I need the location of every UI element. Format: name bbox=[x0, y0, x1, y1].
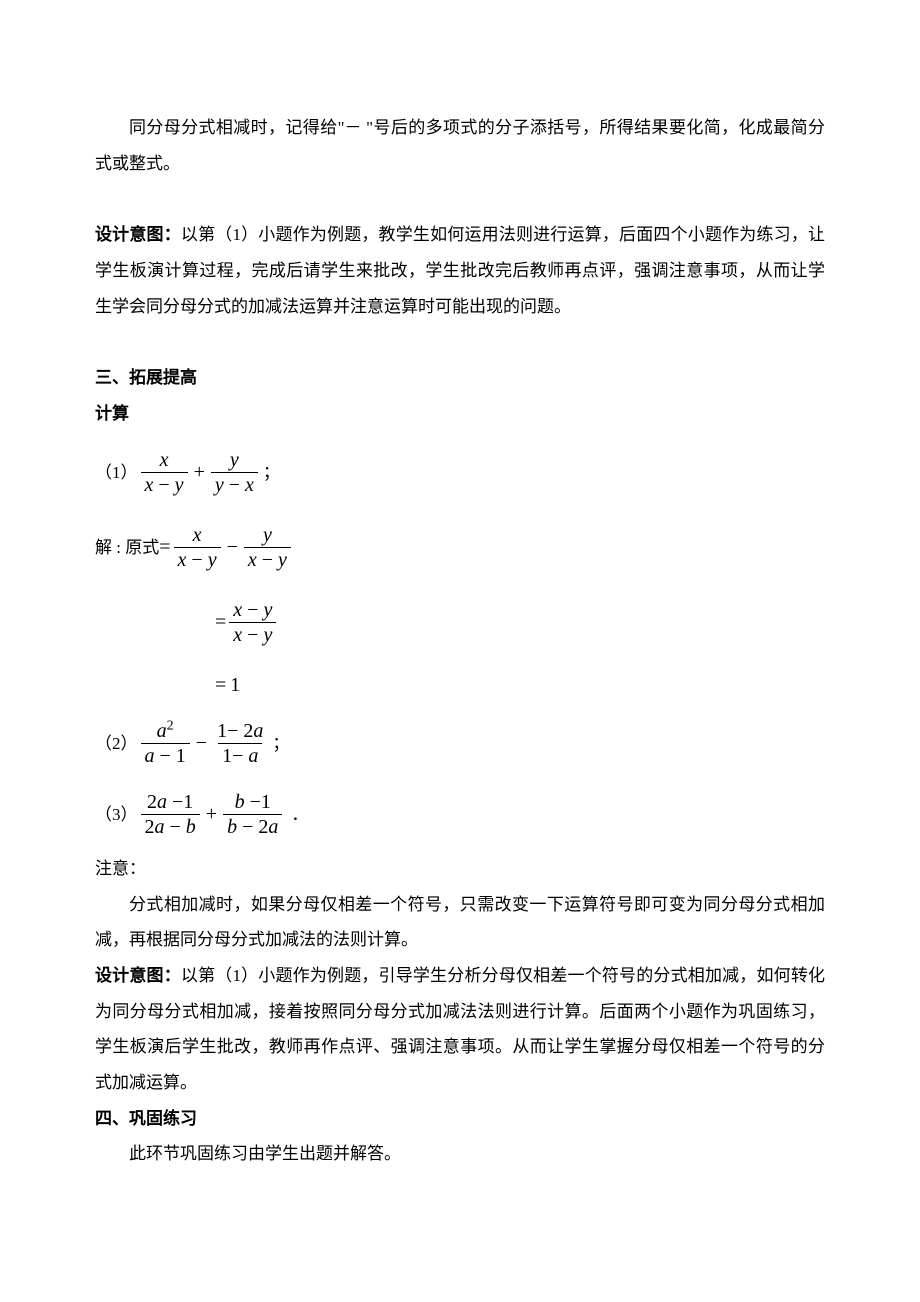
section-3-heading: 三、拓展提高 bbox=[95, 360, 825, 396]
math-var: a bbox=[145, 745, 155, 767]
math-var: b bbox=[235, 791, 245, 813]
math-var: a bbox=[157, 791, 167, 813]
math-var: y bbox=[263, 524, 272, 546]
fraction: y y − x bbox=[211, 450, 258, 495]
design-intent-1: 设计意图：以第（1）小题作为例题，教学生如何运用法则进行运算，后面四个小题作为练… bbox=[95, 217, 825, 324]
problem-2-label: （2） bbox=[95, 735, 138, 752]
minus-sign: − bbox=[242, 816, 253, 838]
math-number: 1 bbox=[222, 745, 232, 767]
math-var: a bbox=[155, 816, 165, 838]
math-var: y bbox=[230, 449, 239, 471]
math-var: y bbox=[263, 599, 272, 621]
problem-2: （2） a2 a − 1 − 1− 2a 1− a ； bbox=[95, 713, 825, 774]
math-number: 2 bbox=[147, 791, 157, 813]
solution-step-2: = x − y x − y bbox=[95, 592, 825, 653]
minus-sign: − bbox=[170, 816, 181, 838]
math-var: x bbox=[160, 449, 169, 471]
minus-sign: − bbox=[191, 549, 202, 571]
design-text: 以第（1）小题作为例题，引导学生分析分母仅相差一个符号的分式相加减，如何转化为同… bbox=[95, 966, 825, 1092]
problem-1-label: （1） bbox=[95, 464, 138, 481]
minus-sign: − bbox=[160, 745, 171, 767]
minus-sign: − bbox=[247, 599, 258, 621]
equals-sign: = bbox=[159, 537, 170, 557]
minus-sign: − bbox=[262, 549, 273, 571]
punctuation: ； bbox=[272, 735, 289, 752]
math-var: x bbox=[245, 474, 254, 496]
math-var: a bbox=[248, 745, 258, 767]
math-var: a bbox=[268, 816, 278, 838]
minus-sign: − bbox=[172, 791, 183, 813]
design-intent-2: 设计意图：以第（1）小题作为例题，引导学生分析分母仅相差一个符号的分式相加减，如… bbox=[95, 958, 825, 1101]
minus-sign: − bbox=[158, 474, 169, 496]
minus-sign: − bbox=[247, 624, 258, 646]
equals-sign: = bbox=[215, 612, 226, 632]
intro-paragraph: 同分母分式相减时，记得给"－ "号后的多项式的分子添括号，所得结果要化简，化成最… bbox=[95, 110, 825, 181]
fraction: x x − y bbox=[174, 525, 221, 570]
fraction: x − y x − y bbox=[229, 600, 276, 645]
minus-sign: − bbox=[227, 720, 238, 742]
document-page: 同分母分式相减时，记得给"－ "号后的多项式的分子添括号，所得结果要化简，化成最… bbox=[0, 0, 920, 1302]
calculate-heading: 计算 bbox=[95, 396, 825, 432]
spacer bbox=[95, 181, 825, 217]
math-number: 2 bbox=[145, 816, 155, 838]
math-var: b bbox=[186, 816, 196, 838]
practice-text: 此环节巩固练习由学生出题并解答。 bbox=[95, 1136, 825, 1172]
math-var: x bbox=[233, 599, 242, 621]
design-label: 设计意图： bbox=[95, 225, 181, 244]
math-number: 1 bbox=[217, 720, 227, 742]
problem-3: （3） 2a −1 2a − b + b −1 b − 2a ． bbox=[95, 784, 825, 845]
math-var: y bbox=[263, 624, 272, 646]
note-text: 分式相加减时，如果分母仅相差一个符号，只需改变一下运算符号即可变为同分母分式相加… bbox=[95, 887, 825, 958]
equals-sign: = bbox=[215, 675, 226, 695]
math-var: y bbox=[208, 549, 217, 571]
math-var: x bbox=[233, 624, 242, 646]
math-number: 2 bbox=[258, 816, 268, 838]
problem-3-label: （3） bbox=[95, 806, 138, 823]
fraction: 1− 2a 1− a bbox=[213, 721, 267, 766]
math-var: a bbox=[157, 720, 167, 742]
solution-step-3: = 1 bbox=[95, 667, 825, 703]
note-label: 注意： bbox=[95, 851, 825, 887]
math-var: a bbox=[253, 720, 263, 742]
minus-sign: − bbox=[232, 745, 243, 767]
spacer bbox=[95, 324, 825, 360]
math-var: y bbox=[215, 474, 224, 496]
math-number: 2 bbox=[243, 720, 253, 742]
math-number: 1 bbox=[183, 791, 193, 813]
math-var: x bbox=[193, 524, 202, 546]
math-var: x bbox=[145, 474, 154, 496]
punctuation: ； bbox=[263, 464, 280, 481]
fraction: x x − y bbox=[141, 450, 188, 495]
math-number: 1 bbox=[261, 791, 271, 813]
fraction: b −1 b − 2a bbox=[223, 792, 282, 837]
minus-sign: − bbox=[229, 474, 240, 496]
problem-1: （1） x x − y + y y − x ； bbox=[95, 442, 825, 503]
math-number: 1 bbox=[230, 675, 240, 695]
fraction: y x − y bbox=[244, 525, 291, 570]
math-var: x bbox=[178, 549, 187, 571]
minus-sign: − bbox=[227, 537, 238, 557]
math-var: b bbox=[227, 816, 237, 838]
punctuation: ． bbox=[291, 806, 308, 823]
math-var: y bbox=[278, 549, 287, 571]
section-4-heading: 四、巩固练习 bbox=[95, 1101, 825, 1137]
math-var: y bbox=[175, 474, 184, 496]
math-number: 1 bbox=[176, 745, 186, 767]
design-label: 设计意图： bbox=[95, 966, 181, 985]
plus-sign: + bbox=[194, 462, 205, 482]
solution-prefix: 解 : 原式 bbox=[95, 539, 159, 556]
math-exponent: 2 bbox=[167, 718, 174, 733]
fraction: a2 a − 1 bbox=[141, 721, 190, 766]
math-var: x bbox=[248, 549, 257, 571]
minus-sign: − bbox=[196, 733, 207, 753]
minus-sign: − bbox=[250, 791, 261, 813]
solution-step-1: 解 : 原式 = x x − y − y x − y bbox=[95, 517, 825, 578]
fraction: 2a −1 2a − b bbox=[141, 792, 200, 837]
design-text: 以第（1）小题作为例题，教学生如何运用法则进行运算，后面四个小题作为练习，让学生… bbox=[95, 225, 825, 315]
plus-sign: + bbox=[206, 804, 217, 824]
